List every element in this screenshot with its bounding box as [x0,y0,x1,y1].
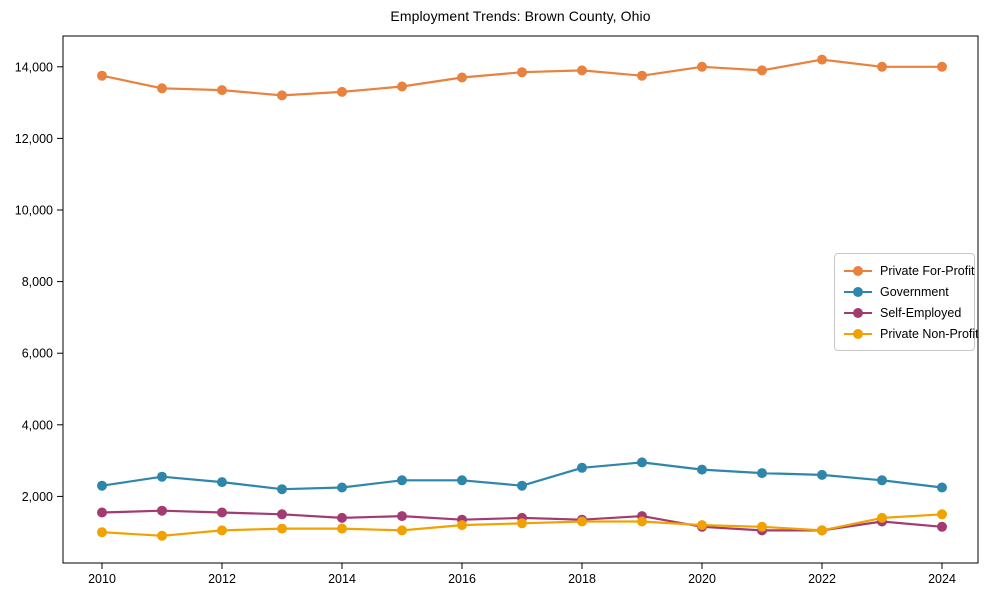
data-point-private-non-profit [397,525,407,536]
data-point-self-employed [97,507,107,518]
y-tick-label: 6,000 [22,347,53,361]
data-point-government [937,482,947,493]
data-point-private-for-profit [937,61,947,72]
data-point-private-for-profit [277,90,287,101]
data-point-self-employed [337,512,347,523]
data-point-government [397,475,407,486]
data-point-private-non-profit [637,516,647,527]
data-point-government [637,457,647,468]
y-tick-label: 2,000 [22,490,53,504]
y-tick-label: 4,000 [22,418,53,432]
data-point-private-non-profit [457,520,467,531]
data-point-private-for-profit [457,72,467,83]
legend-marker-private-for-profit [844,265,872,276]
data-point-government [337,482,347,493]
legend-marker-private-non-profit [844,328,872,339]
data-point-private-for-profit [217,85,227,96]
legend-label: Government [880,284,949,299]
data-point-private-for-profit [637,70,647,81]
data-point-private-non-profit [517,518,527,529]
data-point-private-non-profit [757,521,767,532]
data-point-private-for-profit [577,65,587,76]
data-point-self-employed [397,511,407,522]
x-tick-label: 2010 [88,572,116,586]
data-point-self-employed [157,505,167,516]
y-tick-label: 10,000 [15,203,53,217]
legend-marker-government [844,286,872,297]
data-point-private-for-profit [397,81,407,92]
data-point-private-non-profit [817,525,827,536]
data-point-government [277,484,287,495]
data-point-private-non-profit [697,520,707,531]
data-point-government [697,464,707,475]
data-point-government [877,475,887,486]
y-tick-label: 8,000 [22,275,53,289]
y-tick-label: 14,000 [15,60,53,74]
x-tick-label: 2020 [688,572,716,586]
data-point-private-for-profit [757,65,767,76]
data-point-private-for-profit [337,86,347,97]
data-point-government [217,477,227,488]
data-point-private-for-profit [817,54,827,65]
data-point-government [577,462,587,473]
data-point-private-non-profit [217,525,227,536]
data-point-private-non-profit [577,516,587,527]
data-point-self-employed [937,521,947,532]
legend-label: Private Non-Profit [880,326,979,341]
x-tick-label: 2024 [928,572,956,586]
data-point-government [457,475,467,486]
data-point-government [157,471,167,482]
data-point-private-non-profit [877,512,887,523]
x-tick-label: 2014 [328,572,356,586]
legend-item-self-employed: Self-Employed [844,302,966,323]
data-point-government [817,469,827,480]
data-point-government [757,468,767,479]
data-point-government [517,480,527,491]
data-point-self-employed [277,509,287,520]
data-point-government [97,480,107,491]
legend-item-government: Government [844,281,966,302]
data-point-private-non-profit [337,523,347,534]
data-point-private-for-profit [697,61,707,72]
data-point-private-for-profit [157,83,167,94]
legend-item-private-for-profit: Private For-Profit [844,260,974,281]
plot-border [62,35,979,564]
x-tick-label: 2016 [448,572,476,586]
data-point-private-non-profit [277,523,287,534]
data-point-private-non-profit [937,509,947,520]
legend-item-private-non-profit: Private Non-Profit [844,323,979,344]
x-tick-label: 2022 [808,572,836,586]
data-point-private-for-profit [97,70,107,81]
x-tick-label: 2012 [208,572,236,586]
x-tick-label: 2018 [568,572,596,586]
data-point-private-non-profit [157,530,167,541]
legend-marker-self-employed [844,307,872,318]
data-point-self-employed [217,507,227,518]
data-point-private-for-profit [877,61,887,72]
data-point-private-non-profit [97,527,107,538]
series-line-private-for-profit [100,58,944,97]
chart-legend: Private For-Profit Government Self-Emplo… [834,253,979,351]
y-tick-label: 12,000 [15,132,53,146]
chart-title: Employment Trends: Brown County, Ohio [390,8,651,24]
data-point-private-for-profit [517,67,527,78]
legend-label: Private For-Profit [880,263,975,278]
legend-label: Self-Employed [880,305,962,320]
